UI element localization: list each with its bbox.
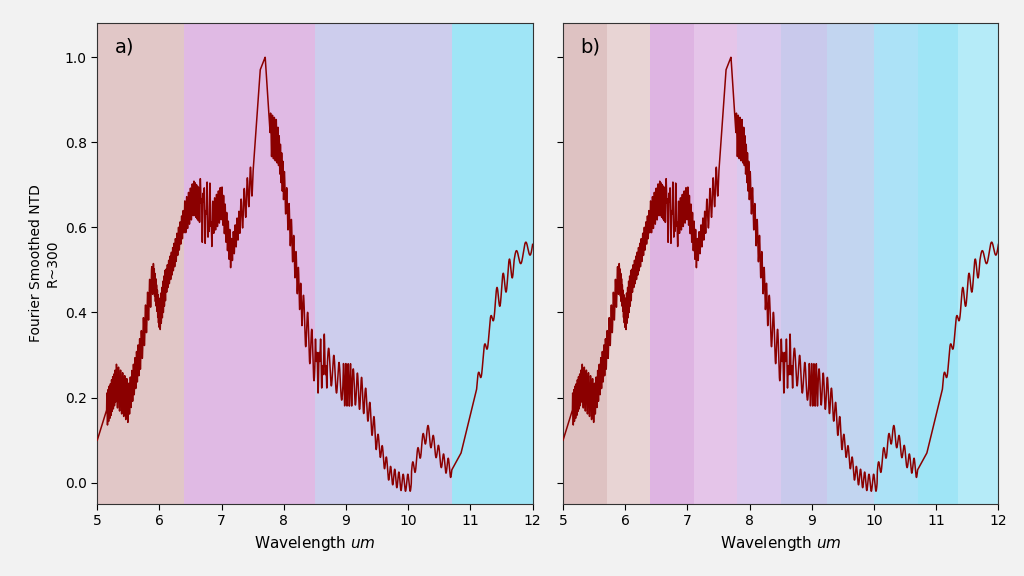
Bar bbox=[693, 23, 737, 504]
Bar bbox=[827, 23, 874, 504]
Bar bbox=[780, 23, 827, 504]
Bar bbox=[606, 23, 650, 504]
Bar bbox=[874, 23, 918, 504]
Bar bbox=[97, 23, 184, 504]
Bar bbox=[315, 23, 452, 504]
Bar bbox=[563, 23, 606, 504]
X-axis label: Wavelength $\it{um}$: Wavelength $\it{um}$ bbox=[720, 534, 842, 553]
Text: a): a) bbox=[115, 37, 134, 56]
Bar bbox=[737, 23, 780, 504]
Bar bbox=[958, 23, 998, 504]
Bar bbox=[650, 23, 693, 504]
Text: b): b) bbox=[581, 37, 600, 56]
X-axis label: Wavelength $\it{um}$: Wavelength $\it{um}$ bbox=[254, 534, 376, 553]
Bar bbox=[184, 23, 315, 504]
Bar bbox=[918, 23, 958, 504]
Y-axis label: Fourier Smoothed NTD
R~300: Fourier Smoothed NTD R~300 bbox=[29, 184, 59, 343]
Bar bbox=[452, 23, 532, 504]
